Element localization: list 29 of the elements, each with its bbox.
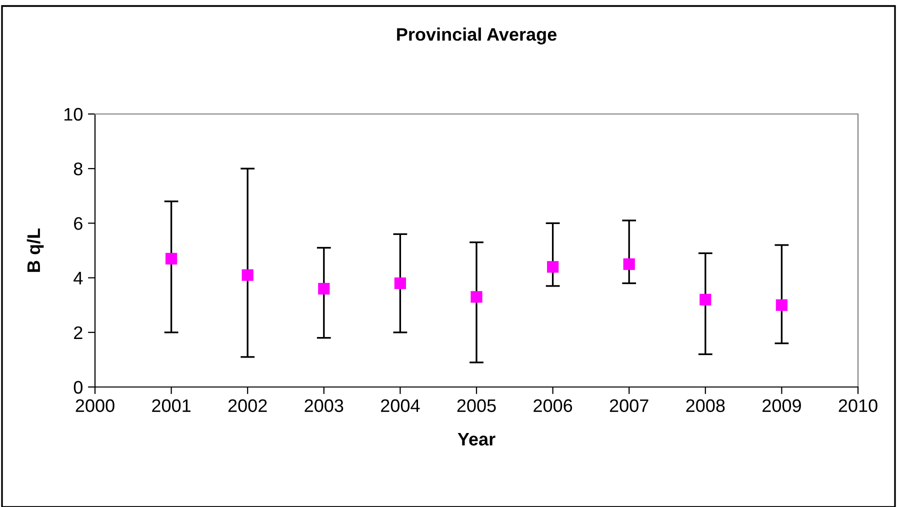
x-tick-label: 2003: [304, 399, 344, 412]
y-tick-label: 4: [74, 272, 83, 284]
y-tick-label: 8: [74, 162, 82, 176]
point: [546, 261, 559, 273]
point: [394, 277, 406, 290]
y-tick-label: 10: [64, 108, 82, 121]
x-tick-label: 2010: [838, 399, 878, 412]
point: [318, 282, 330, 295]
x-tick-label: 2008: [686, 399, 725, 412]
x-tick-label: 2005: [457, 399, 496, 412]
point: [470, 291, 482, 303]
point: [776, 299, 788, 311]
point: [700, 294, 712, 306]
x-tick-label: 2002: [228, 399, 267, 412]
y-axis-title: B q/L: [26, 228, 44, 272]
chart-title: Provincial Average: [397, 28, 556, 44]
x-axis-title: Year: [458, 432, 496, 446]
x-tick-label: 2006: [534, 399, 572, 412]
x-tick-label: 2001: [152, 399, 191, 412]
point: [242, 269, 254, 281]
y-tick-label: 6: [74, 217, 82, 230]
point: [623, 258, 635, 270]
y-tick-label: 0: [74, 380, 82, 394]
x-tick-label: 2009: [762, 399, 801, 412]
x-tick-label: 2007: [610, 399, 648, 412]
y-tick-label: 2: [74, 326, 82, 339]
x-tick-label: 2000: [76, 399, 114, 412]
x-tick-label: 2004: [381, 399, 420, 412]
point: [165, 252, 178, 264]
